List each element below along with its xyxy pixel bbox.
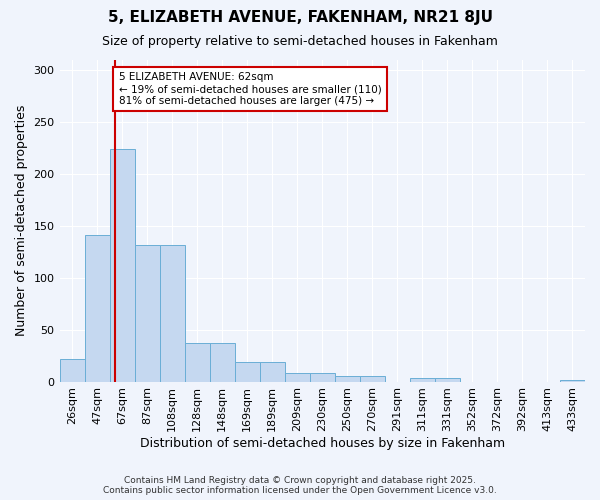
Bar [85,236,110,382]
Bar [310,374,335,382]
Bar [209,343,235,382]
Y-axis label: Number of semi-detached properties: Number of semi-detached properties [15,105,28,336]
Bar [560,380,585,382]
Bar [285,374,310,382]
Bar [410,378,435,382]
Text: Size of property relative to semi-detached houses in Fakenham: Size of property relative to semi-detach… [102,35,498,48]
Bar [335,376,360,382]
Text: 5 ELIZABETH AVENUE: 62sqm
← 19% of semi-detached houses are smaller (110)
81% of: 5 ELIZABETH AVENUE: 62sqm ← 19% of semi-… [119,72,382,106]
Text: Contains HM Land Registry data © Crown copyright and database right 2025.
Contai: Contains HM Land Registry data © Crown c… [103,476,497,495]
Bar [160,244,185,382]
Bar [110,149,134,382]
Text: 5, ELIZABETH AVENUE, FAKENHAM, NR21 8JU: 5, ELIZABETH AVENUE, FAKENHAM, NR21 8JU [107,10,493,25]
Bar [435,378,460,382]
Bar [235,362,260,382]
Bar [260,362,285,382]
Bar [59,359,85,382]
X-axis label: Distribution of semi-detached houses by size in Fakenham: Distribution of semi-detached houses by … [140,437,505,450]
Bar [360,376,385,382]
Bar [185,343,209,382]
Bar [134,244,160,382]
